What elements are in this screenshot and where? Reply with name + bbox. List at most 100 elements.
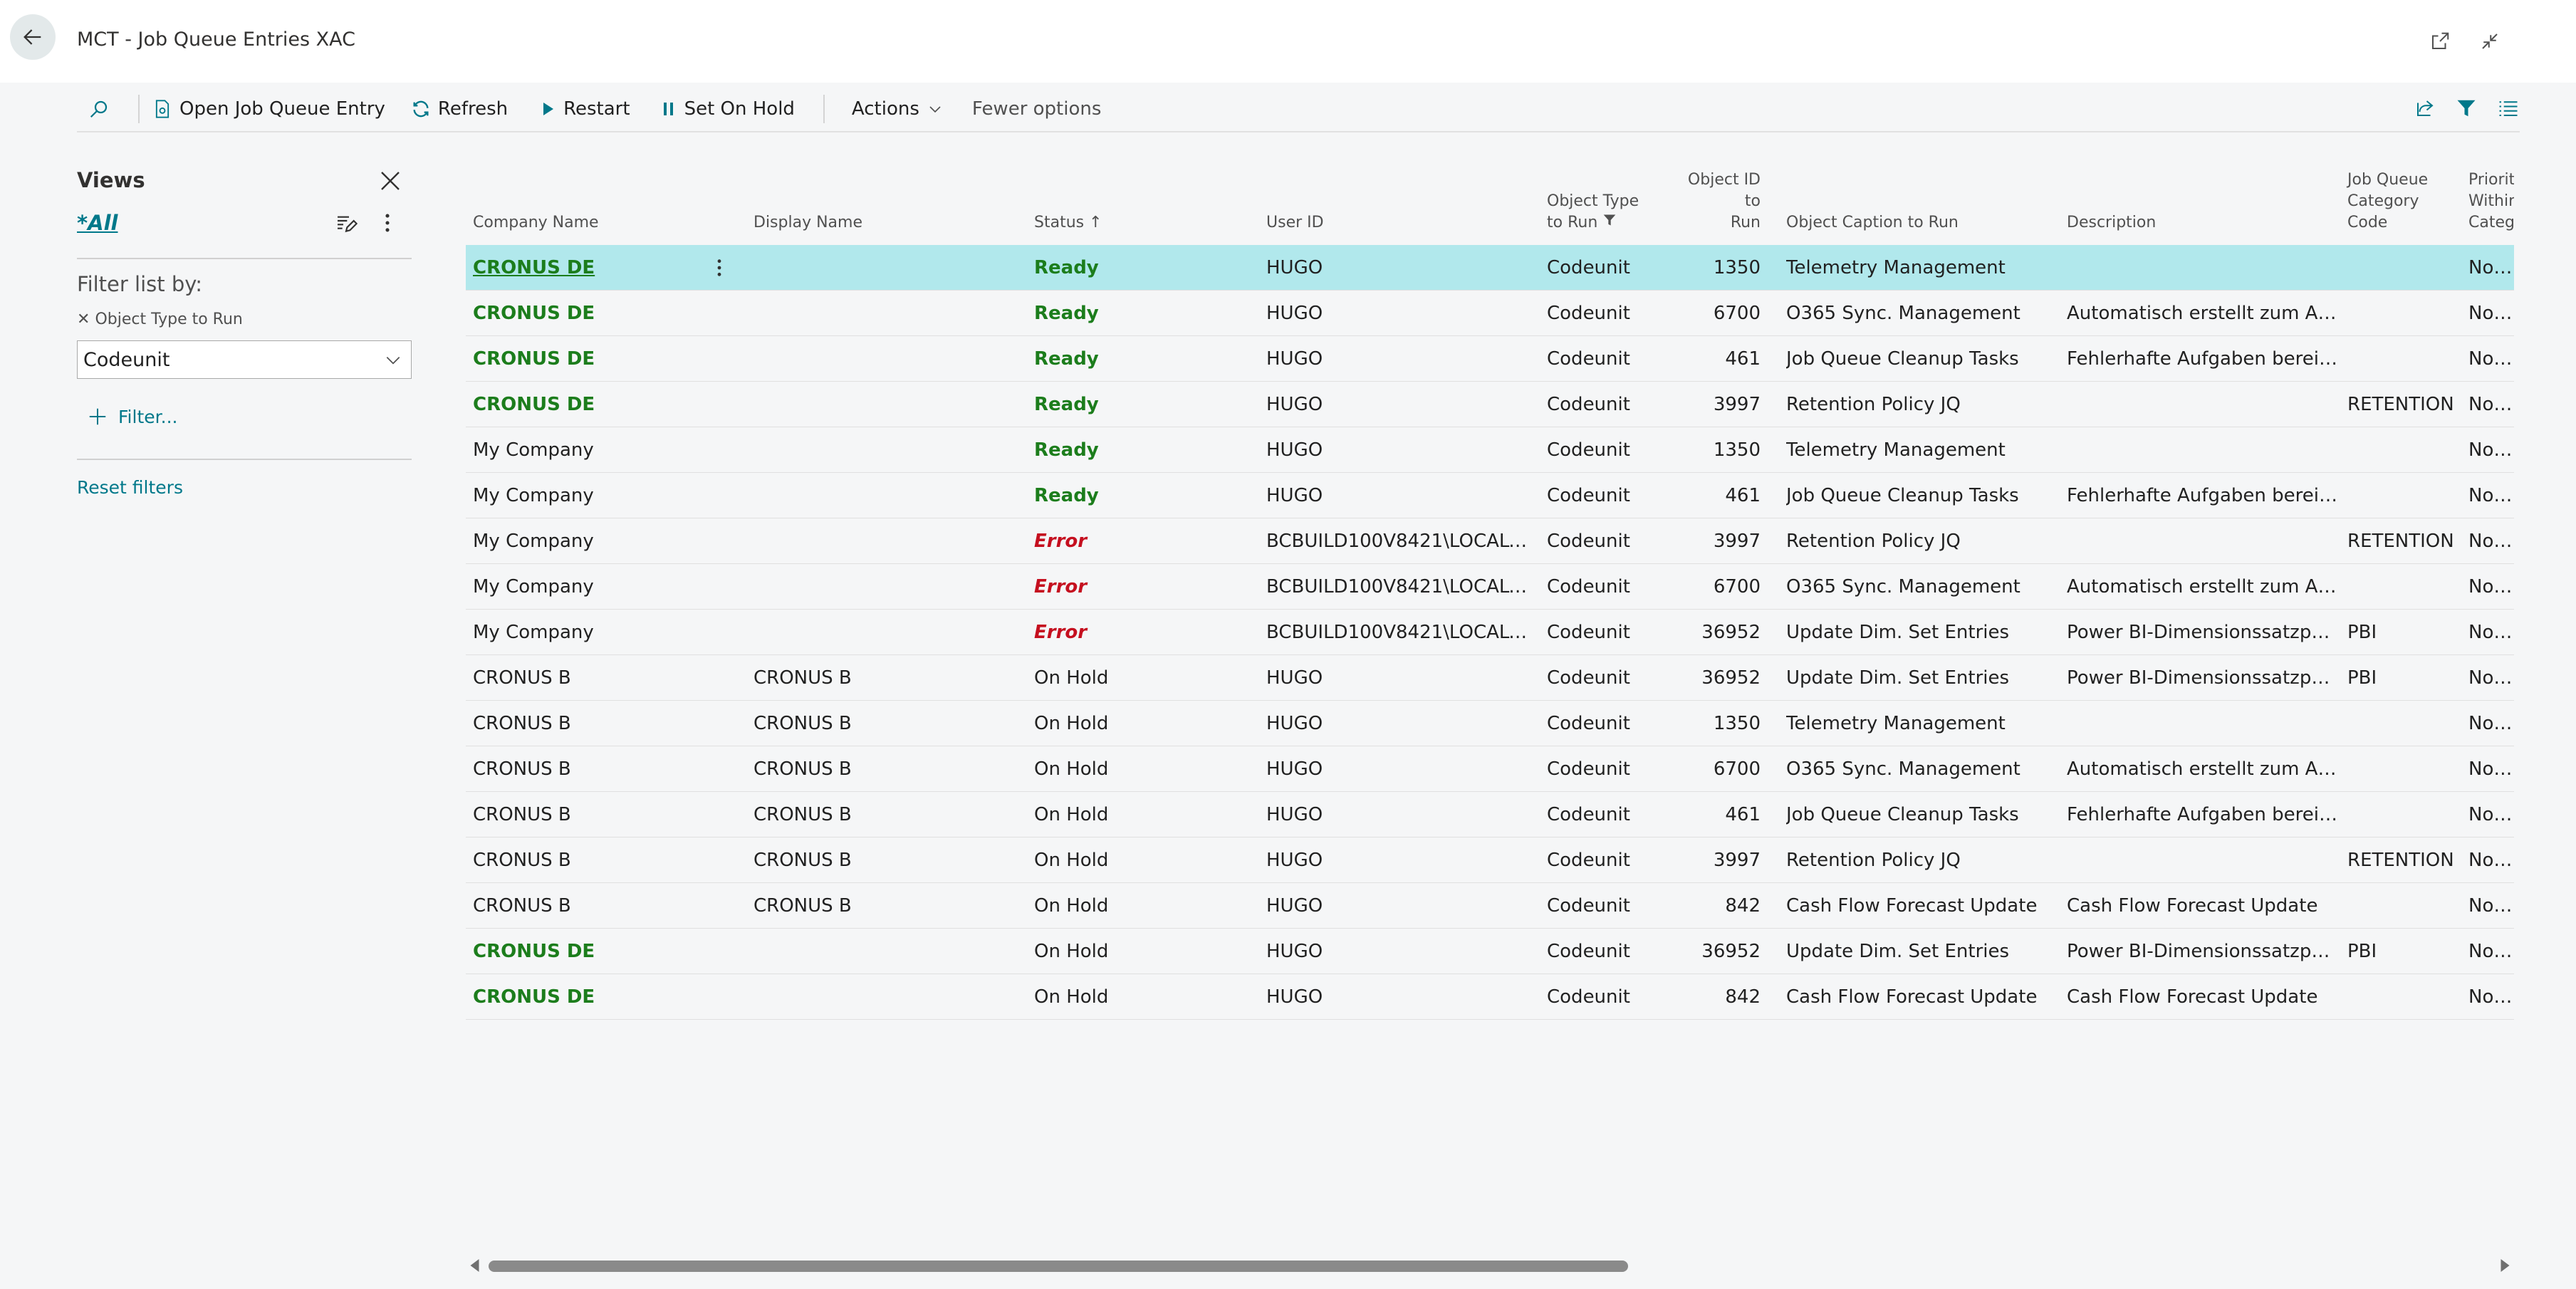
cell-description: Fehlerhafte Aufgaben bereinigen <box>2067 348 2337 370</box>
table-row[interactable]: My Company Error BCBUILD100V8421\LOCALUSER… <box>466 518 2514 564</box>
cell-oid: 3997 <box>1713 394 1761 415</box>
close-views-button[interactable] <box>377 168 403 197</box>
cell-oid: 461 <box>1725 485 1761 506</box>
cell-user: HUGO <box>1266 439 1323 461</box>
table-row[interactable]: CRONUS B CRONUS B On Hold HUGO Codeunit 461 Jo… <box>466 792 2514 837</box>
col-object-type[interactable]: Object Type to Run <box>1547 192 1639 231</box>
popout-button[interactable] <box>2426 27 2454 56</box>
cell-oid: 36952 <box>1701 622 1761 643</box>
cell-company: My Company <box>473 622 594 643</box>
cell-company[interactable]: CRONUS DE <box>473 303 595 324</box>
cell-oid: 6700 <box>1713 303 1761 324</box>
table-row[interactable]: CRONUS DE On Hold HUGO Codeunit 36952 Update … <box>466 929 2514 974</box>
col-object-caption[interactable]: Object Caption to Run <box>1786 214 1959 231</box>
table-row[interactable]: CRONUS B CRONUS B On Hold HUGO Codeunit 842 Ca… <box>466 883 2514 929</box>
set-on-hold-button[interactable]: Set On Hold <box>660 86 795 132</box>
open-entry-button[interactable]: Open Job Queue Entry <box>152 86 385 132</box>
col-display-name[interactable]: Display Name <box>753 214 862 231</box>
cell-category: PBI <box>2347 941 2377 962</box>
table-row[interactable]: CRONUS DE Ready HUGO Codeunit 461 Job Queue C… <box>466 336 2514 382</box>
table-row[interactable]: CRONUS B CRONUS B On Hold HUGO Codeunit 1350 T… <box>466 701 2514 746</box>
collapse-button[interactable] <box>2476 27 2504 56</box>
cell-oid: 6700 <box>1713 758 1761 780</box>
cell-priority: Norm <box>2468 713 2514 734</box>
table-row[interactable]: CRONUS DE Ready HUGO Codeunit 6700 O365 Sync.… <box>466 291 2514 336</box>
cell-company[interactable]: CRONUS DE <box>473 348 595 370</box>
cell-description <box>2067 245 2337 291</box>
cell-oid: 842 <box>1725 986 1761 1008</box>
row-menu-button[interactable] <box>715 256 724 284</box>
cell-user: HUGO <box>1266 986 1323 1008</box>
col-priority[interactable]: PriorityWithinCatego <box>2468 171 2514 231</box>
remove-filter-icon[interactable]: ✕ <box>77 310 90 328</box>
cell-company[interactable]: CRONUS DE <box>473 941 595 962</box>
cell-company[interactable]: CRONUS DE <box>473 986 595 1008</box>
cell-priority: Norm <box>2468 439 2514 461</box>
cell-display <box>753 974 1017 1020</box>
col-status[interactable]: Status ↑ <box>1034 214 1102 231</box>
scroll-left-icon[interactable] <box>470 1259 481 1272</box>
table-row[interactable]: CRONUS B CRONUS B On Hold HUGO Codeunit 3997 R… <box>466 837 2514 883</box>
cell-category <box>2347 291 2461 336</box>
col-company-name[interactable]: Company Name <box>473 214 599 231</box>
filter-value-select[interactable]: Codeunit <box>77 340 412 379</box>
cell-description <box>2067 701 2337 746</box>
cell-oid: 1350 <box>1713 439 1761 461</box>
restart-button[interactable]: Restart <box>539 86 630 132</box>
cell-oid: 461 <box>1725 348 1761 370</box>
search-button[interactable] <box>77 86 130 132</box>
cell-company: CRONUS B <box>473 850 571 871</box>
col-user-id[interactable]: User ID <box>1266 214 1324 231</box>
list-view-button[interactable] <box>2497 98 2520 122</box>
table-row[interactable]: My Company Ready HUGO Codeunit 1350 Telemetry… <box>466 427 2514 473</box>
table-row[interactable]: CRONUS DE Ready HUGO Codeunit 3997 Retention … <box>466 382 2514 427</box>
cell-caption: O365 Sync. Management <box>1786 303 2020 324</box>
cell-company[interactable]: CRONUS DE <box>473 257 595 278</box>
table-row[interactable]: CRONUS DE On Hold HUGO Codeunit 842 Cash Flow… <box>466 974 2514 1020</box>
cell-priority: Norm <box>2468 576 2514 597</box>
cell-company: CRONUS B <box>473 804 571 825</box>
action-bar: Open Job Queue Entry Refresh Restart Set… <box>77 87 2520 132</box>
cell-company: CRONUS B <box>473 758 571 780</box>
cell-description: Cash Flow Forecast Update <box>2067 895 2318 917</box>
table-row[interactable]: My Company Error BCBUILD100V8421\LOCALUSER… <box>466 564 2514 610</box>
table-row[interactable]: My Company Ready HUGO Codeunit 461 Job Queue … <box>466 473 2514 518</box>
cell-company: My Company <box>473 439 594 461</box>
cell-otype: Codeunit <box>1547 622 1630 643</box>
table-row[interactable]: CRONUS DE Ready HUGO Codeunit 1350 Telemetry … <box>466 245 2514 291</box>
table-row[interactable]: My Company Error BCBUILD100V8421\LOCALUSER… <box>466 610 2514 655</box>
cell-description <box>2067 837 2337 883</box>
cell-priority: Norm <box>2468 622 2514 643</box>
fewer-options-button[interactable]: Fewer options <box>972 86 1102 132</box>
table-row[interactable]: CRONUS B CRONUS B On Hold HUGO Codeunit 6700 O… <box>466 746 2514 792</box>
cell-otype: Codeunit <box>1547 941 1630 962</box>
col-description[interactable]: Description <box>2067 214 2157 231</box>
restart-label: Restart <box>563 98 630 120</box>
cell-otype: Codeunit <box>1547 758 1630 780</box>
refresh-button[interactable]: Refresh <box>411 86 508 132</box>
filter-chip[interactable]: ✕ Object Type to Run <box>77 310 243 328</box>
actions-menu-button[interactable]: Actions <box>852 86 944 132</box>
view-more-button[interactable] <box>382 211 393 238</box>
view-all[interactable]: *All <box>77 211 118 235</box>
refresh-icon <box>413 100 429 118</box>
col-category-code[interactable]: Job Queue Category Code <box>2347 171 2429 231</box>
cell-user: HUGO <box>1266 485 1323 506</box>
edit-view-button[interactable] <box>335 212 358 238</box>
table-row[interactable]: CRONUS B CRONUS B On Hold HUGO Codeunit 36952… <box>466 655 2514 701</box>
popout-icon <box>2432 32 2449 49</box>
add-filter-button[interactable]: Filter... <box>87 406 177 427</box>
cell-user: HUGO <box>1266 348 1323 370</box>
back-button[interactable] <box>10 14 56 60</box>
horizontal-scrollbar[interactable] <box>466 1255 2514 1276</box>
cell-user: BCBUILD100V8421\LOCALUSER <box>1266 531 1537 552</box>
scroll-right-icon[interactable] <box>2498 1259 2510 1272</box>
reset-filters-link[interactable]: Reset filters <box>77 477 183 498</box>
scrollbar-thumb[interactable] <box>489 1261 1628 1272</box>
col-object-id[interactable]: Object ID to Run <box>1687 171 1761 231</box>
share-button[interactable] <box>2414 98 2436 122</box>
cell-company[interactable]: CRONUS DE <box>473 394 595 415</box>
cell-category: RETENTION <box>2347 394 2454 415</box>
cell-display: CRONUS B <box>753 850 852 871</box>
filter-button[interactable] <box>2456 98 2477 122</box>
